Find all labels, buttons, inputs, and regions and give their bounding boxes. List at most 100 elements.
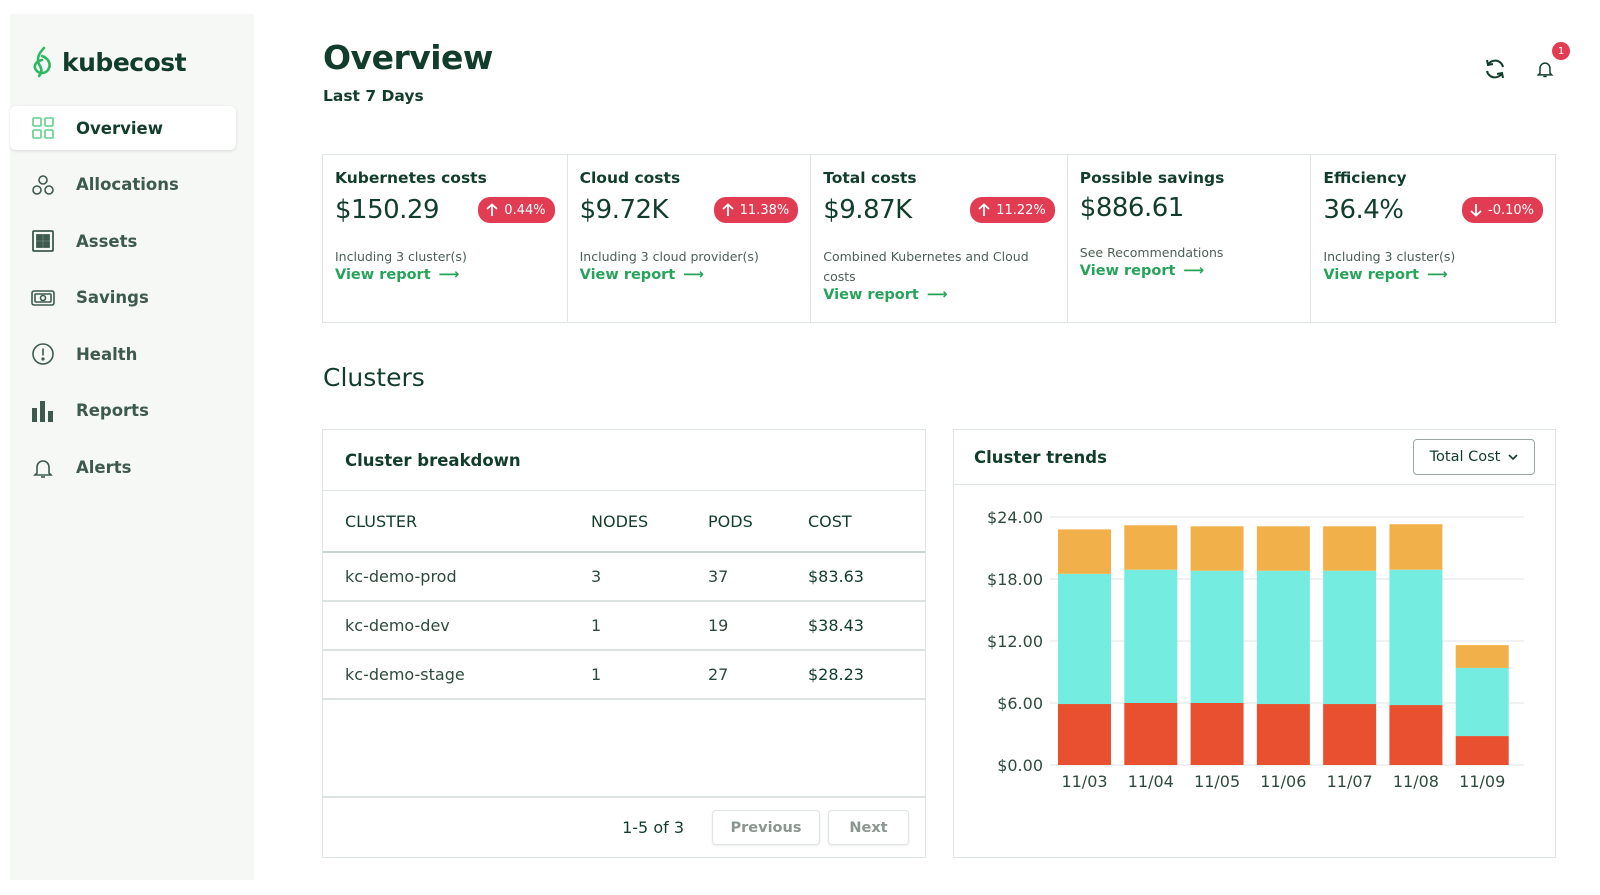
link-label: View report bbox=[335, 267, 431, 283]
logo-text: kubecost bbox=[62, 47, 187, 77]
chart-bars bbox=[1058, 524, 1509, 765]
kpi-cards: Kubernetes costs $150.29 0.44% Including… bbox=[322, 154, 1556, 323]
cell-cost: $83.63 bbox=[808, 552, 925, 602]
header-actions: 1 bbox=[1480, 42, 1570, 84]
kpi-card-kubernetes-costs: Kubernetes costs $150.29 0.44% Including… bbox=[323, 155, 568, 322]
panel-title: Cluster breakdown bbox=[345, 450, 521, 470]
table-row[interactable]: kc-demo-dev 1 19 $38.43 bbox=[323, 601, 925, 651]
view-report-link[interactable]: View report ⟶ bbox=[823, 287, 1055, 303]
previous-button[interactable]: Previous bbox=[712, 810, 820, 845]
y-tick-label: $0.00 bbox=[997, 756, 1043, 775]
sidebar-item-label: Savings bbox=[76, 288, 149, 308]
next-button[interactable]: Next bbox=[828, 810, 909, 845]
view-report-link[interactable]: View report ⟶ bbox=[580, 267, 799, 283]
view-report-link[interactable]: View report ⟶ bbox=[1080, 263, 1299, 279]
bar-segment[interactable] bbox=[1190, 703, 1244, 765]
pagination-info: 1-5 of 3 bbox=[622, 818, 684, 837]
bar-segment[interactable] bbox=[1124, 703, 1178, 765]
cell-nodes: 1 bbox=[591, 601, 708, 651]
bar-segment[interactable] bbox=[1455, 736, 1509, 765]
arrow-up-icon bbox=[722, 203, 734, 216]
cell-cost: $28.23 bbox=[808, 650, 925, 700]
column-header-nodes[interactable]: NODES bbox=[591, 491, 708, 553]
sidebar-item-reports[interactable]: Reports bbox=[10, 389, 236, 433]
page-title: Overview bbox=[323, 38, 493, 77]
y-tick-label: $18.00 bbox=[987, 570, 1043, 589]
view-report-link[interactable]: View report ⟶ bbox=[335, 267, 555, 283]
bar-segment[interactable] bbox=[1124, 569, 1178, 703]
cluster-trends-panel: Cluster trends Total Cost $24.00 $18.00 $1… bbox=[953, 429, 1556, 858]
sidebar: kubecost Overview Allocations Assets Sav… bbox=[10, 14, 254, 880]
column-header-pods[interactable]: PODS bbox=[708, 491, 808, 553]
sidebar-item-label: Reports bbox=[76, 401, 149, 421]
bar-segment[interactable] bbox=[1455, 667, 1509, 737]
kubecost-logo-icon bbox=[33, 46, 51, 78]
bar-segment[interactable] bbox=[1058, 529, 1111, 574]
cell-pods: 19 bbox=[708, 601, 808, 651]
cell-pods: 37 bbox=[708, 552, 808, 602]
bar-segment[interactable] bbox=[1389, 524, 1443, 570]
refresh-button[interactable] bbox=[1480, 54, 1510, 84]
bar-chart-icon bbox=[30, 398, 56, 424]
bar-segment[interactable] bbox=[1323, 526, 1377, 571]
bar-segment[interactable] bbox=[1256, 526, 1310, 571]
kpi-value: $9.72K bbox=[579, 195, 669, 225]
column-header-cost[interactable]: COST bbox=[808, 491, 925, 553]
bar-segment[interactable] bbox=[1389, 705, 1443, 765]
sidebar-item-assets[interactable]: Assets bbox=[10, 219, 236, 263]
column-header-cluster[interactable]: CLUSTER bbox=[323, 491, 591, 553]
y-tick-label: $12.00 bbox=[987, 632, 1043, 651]
bar-segment[interactable] bbox=[1323, 704, 1377, 765]
sidebar-item-alerts[interactable]: Alerts bbox=[10, 446, 236, 490]
bar-segment[interactable] bbox=[1124, 525, 1178, 570]
sidebar-item-overview[interactable]: Overview bbox=[10, 106, 236, 150]
sidebar-item-savings[interactable]: Savings bbox=[10, 276, 236, 320]
sidebar-item-allocations[interactable]: Allocations bbox=[10, 163, 236, 207]
money-icon bbox=[30, 285, 56, 311]
bar-segment[interactable] bbox=[1323, 570, 1377, 705]
bell-icon bbox=[1536, 62, 1554, 78]
arrow-right-icon: ⟶ bbox=[1183, 263, 1205, 279]
cell-nodes: 3 bbox=[591, 552, 708, 602]
sidebar-item-health[interactable]: Health bbox=[10, 332, 236, 376]
table-row[interactable]: kc-demo-stage 1 27 $28.23 bbox=[323, 650, 925, 700]
change-value: 11.38% bbox=[739, 202, 790, 218]
table-header-row: CLUSTER NODES PODS COST bbox=[323, 491, 925, 553]
logo[interactable]: kubecost bbox=[30, 46, 187, 78]
arrow-up-icon bbox=[486, 203, 498, 216]
bar-segment[interactable] bbox=[1190, 570, 1244, 703]
y-tick-label: $6.00 bbox=[997, 694, 1043, 713]
x-tick-label: 11/05 bbox=[1194, 772, 1240, 791]
kpi-card-possible-savings: Possible savings $886.61 See Recommendat… bbox=[1068, 155, 1312, 322]
panel-title: Cluster trends bbox=[974, 447, 1107, 467]
notifications-button[interactable]: 1 bbox=[1530, 42, 1570, 84]
kpi-title: Cloud costs bbox=[579, 169, 681, 187]
table-row[interactable]: kc-demo-prod 3 37 $83.63 bbox=[323, 552, 925, 602]
bell-icon bbox=[30, 455, 56, 481]
sidebar-item-label: Health bbox=[76, 344, 138, 364]
change-value: 0.44% bbox=[504, 202, 546, 218]
alert-circle-icon bbox=[30, 341, 56, 367]
bar-segment[interactable] bbox=[1389, 569, 1443, 706]
bar-segment[interactable] bbox=[1256, 570, 1310, 705]
sidebar-item-label: Allocations bbox=[76, 175, 179, 195]
x-tick-label: 11/06 bbox=[1260, 772, 1306, 791]
metric-select[interactable]: Total Cost bbox=[1413, 439, 1535, 475]
bar-segment[interactable] bbox=[1058, 573, 1111, 705]
bar-segment[interactable] bbox=[1190, 526, 1244, 571]
notification-count-badge: 1 bbox=[1552, 42, 1570, 60]
link-label: View report bbox=[1079, 263, 1176, 279]
chevron-down-icon bbox=[1508, 454, 1518, 461]
cell-cluster: kc-demo-stage bbox=[323, 650, 591, 700]
view-report-link[interactable]: View report ⟶ bbox=[1323, 267, 1543, 283]
cell-nodes: 1 bbox=[591, 650, 708, 700]
kpi-description: Including 3 cloud provider(s) bbox=[579, 249, 759, 264]
page-subtitle: Last 7 Days bbox=[323, 87, 424, 105]
link-label: View report bbox=[579, 267, 676, 283]
change-value: -0.10% bbox=[1488, 202, 1535, 218]
bar-segment[interactable] bbox=[1455, 645, 1509, 668]
bar-segment[interactable] bbox=[1058, 704, 1111, 765]
chart-labels: $24.00 $18.00 $12.00 $6.00 $0.00 11/03 11/04 11… bbox=[987, 508, 1505, 791]
pagination: 1-5 of 3 Previous Next bbox=[323, 796, 925, 857]
bar-segment[interactable] bbox=[1256, 704, 1310, 765]
